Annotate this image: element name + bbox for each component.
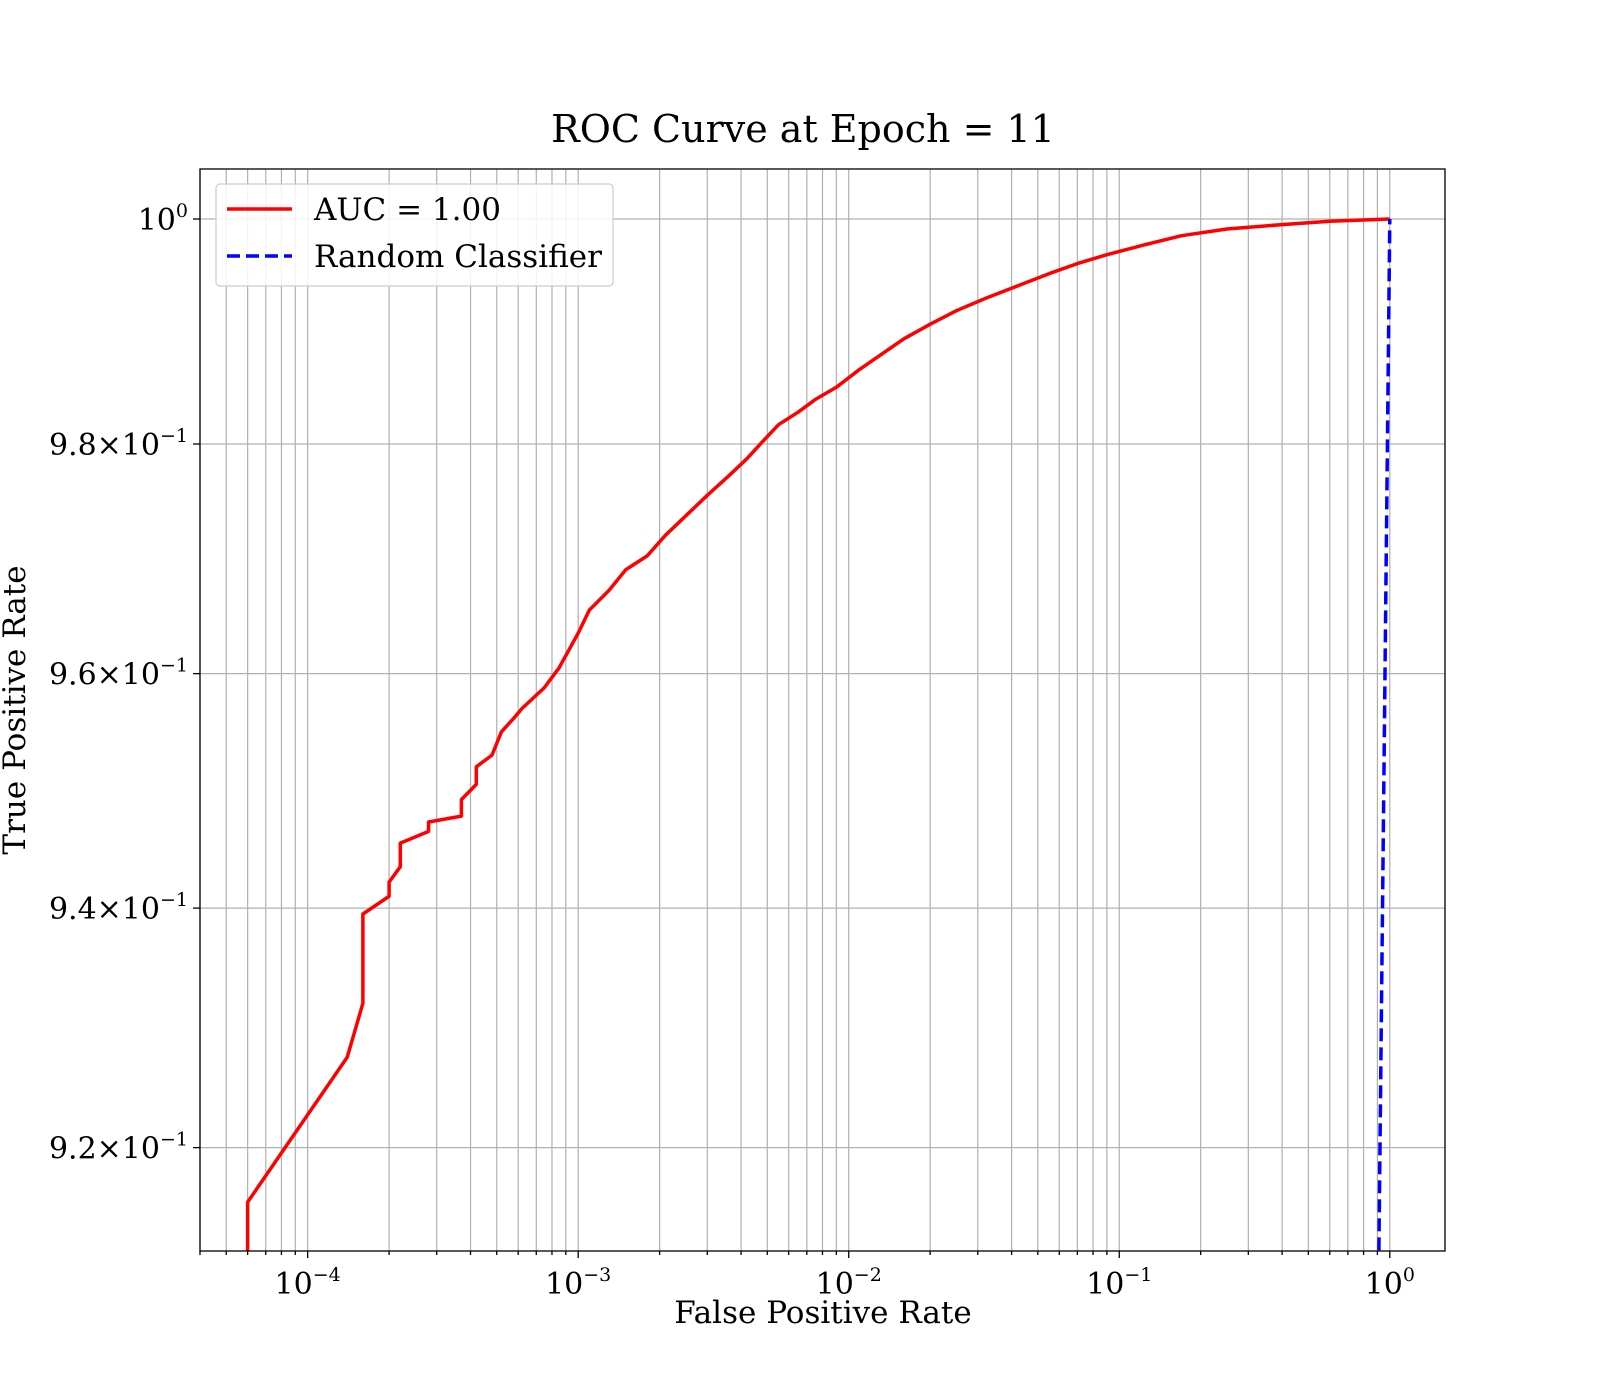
y-tick-label: 9.4×10−1: [49, 889, 188, 927]
legend-label-random: Random Classifier: [314, 239, 602, 275]
chart-title: ROC Curve at Epoch = 11: [551, 107, 1055, 151]
x-tick-label: 10−2: [816, 1264, 882, 1302]
y-axis-label: True Positive Rate: [0, 565, 33, 854]
grid-lines: [199, 169, 1445, 1251]
legend-box: [215, 183, 614, 287]
y-tick-label: 9.8×10−1: [49, 425, 188, 463]
random-classifier-line: [1377, 218, 1392, 1251]
x-tick-label: 10−1: [1086, 1264, 1152, 1302]
legend-label-auc: AUC = 1.00: [313, 192, 501, 228]
plot-frame: [199, 168, 1446, 1252]
plot-series: [245, 217, 1392, 1251]
y-tick-label: 9.2×10−1: [49, 1129, 188, 1167]
x-tick-label: 10−3: [545, 1264, 611, 1302]
y-tick-label: 9.6×10−1: [49, 655, 188, 693]
y-tick-label: 100: [138, 200, 188, 238]
axis-ticks: 9.2×10−1 9.4×10−1 9.6×10−1 9.8×10−1 100 10−4 1…: [49, 200, 1415, 1302]
x-tick-label: 10−4: [275, 1264, 341, 1302]
x-tick-label: 100: [1365, 1264, 1415, 1302]
legend: AUC = 1.00 Random Classifier: [215, 183, 614, 287]
roc-curve-line: [245, 217, 1390, 1251]
x-axis-label: False Positive Rate: [674, 1295, 971, 1331]
